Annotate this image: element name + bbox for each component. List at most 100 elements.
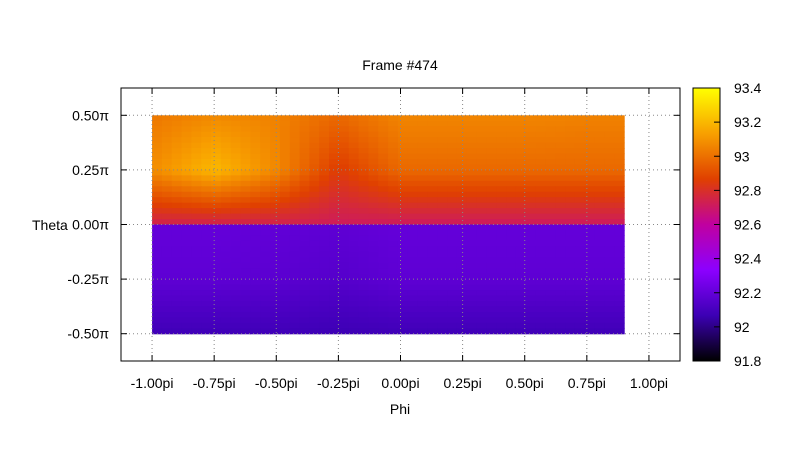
- heatmap-cell: [279, 317, 291, 324]
- heatmap-cell: [565, 317, 576, 324]
- heatmap-cell: [299, 262, 310, 269]
- heatmap-cell: [407, 175, 419, 182]
- heatmap-cell: [270, 300, 281, 307]
- heatmap-cell: [515, 131, 527, 138]
- heatmap-cell: [289, 202, 301, 209]
- heatmap-cell: [417, 295, 429, 302]
- heatmap-cell: [565, 120, 576, 127]
- heatmap-cell: [427, 158, 438, 166]
- heatmap-cell: [397, 169, 409, 176]
- heatmap-cell: [250, 153, 261, 160]
- heatmap-cell: [515, 175, 527, 182]
- heatmap-cell: [545, 246, 556, 253]
- heatmap-cell: [250, 120, 261, 127]
- heatmap-cell: [388, 148, 399, 155]
- heatmap-cell: [378, 246, 389, 253]
- heatmap-cell: [476, 148, 488, 155]
- heatmap-cell: [358, 268, 369, 275]
- heatmap-cell: [506, 246, 517, 253]
- heatmap-cell: [486, 219, 497, 226]
- heatmap-cell: [594, 235, 606, 242]
- heatmap-cell: [250, 148, 261, 155]
- heatmap-cell: [161, 126, 173, 133]
- heatmap-cell: [378, 153, 389, 160]
- heatmap-cell: [201, 257, 212, 264]
- heatmap-cell: [358, 311, 369, 318]
- heatmap-cell: [191, 295, 202, 302]
- heatmap-cell: [161, 191, 173, 198]
- heatmap-cell: [486, 197, 497, 204]
- heatmap-cell: [240, 180, 251, 187]
- heatmap-cell: [476, 164, 488, 171]
- heatmap-cell: [584, 175, 596, 182]
- heatmap-cell: [417, 208, 429, 215]
- heatmap-cell: [309, 197, 320, 204]
- heatmap-cell: [309, 246, 320, 253]
- heatmap-cell: [161, 268, 173, 275]
- heatmap-cell: [230, 257, 242, 264]
- heatmap-cell: [496, 306, 507, 313]
- heatmap-cell: [506, 268, 517, 275]
- x-tick-label: 0.25pi: [444, 375, 482, 391]
- heatmap-cell: [348, 208, 360, 215]
- heatmap-cell: [191, 148, 202, 155]
- heatmap-cell: [417, 142, 429, 149]
- heatmap-cell: [506, 311, 517, 318]
- heatmap-cell: [496, 197, 507, 204]
- heatmap-cell: [368, 279, 379, 286]
- heatmap-cell: [152, 131, 163, 138]
- heatmap-cell: [348, 311, 360, 318]
- heatmap-cell: [437, 186, 448, 193]
- heatmap-cell: [594, 322, 606, 329]
- heatmap-cell: [152, 213, 163, 220]
- heatmap-cell: [319, 284, 330, 291]
- heatmap-cell: [309, 208, 320, 215]
- heatmap-cell: [338, 153, 350, 160]
- heatmap-cell: [555, 295, 566, 302]
- heatmap-cell: [348, 213, 360, 220]
- heatmap-cell: [486, 169, 497, 176]
- heatmap-cell: [309, 300, 320, 307]
- heatmap-cell: [417, 311, 429, 318]
- heatmap-cell: [191, 158, 202, 166]
- heatmap-cell: [230, 213, 242, 220]
- heatmap-cell: [604, 229, 615, 237]
- heatmap-cell: [545, 169, 556, 176]
- heatmap-cell: [289, 300, 301, 307]
- heatmap-cell: [250, 229, 261, 237]
- heatmap-cell: [506, 191, 517, 198]
- heatmap-cell: [476, 126, 488, 133]
- heatmap-cell: [240, 290, 251, 297]
- heatmap-cell: [545, 202, 556, 209]
- heatmap-cell: [309, 295, 320, 302]
- heatmap-cell: [417, 257, 429, 264]
- heatmap-cell: [535, 251, 547, 258]
- heatmap-cell: [358, 142, 369, 149]
- heatmap-cell: [515, 148, 527, 155]
- heatmap-cell: [270, 328, 281, 335]
- heatmap-cell: [329, 300, 340, 307]
- heatmap-cell: [191, 164, 202, 171]
- heatmap-cell: [152, 197, 163, 204]
- heatmap-cell: [604, 273, 615, 280]
- heatmap-cell: [447, 279, 458, 286]
- heatmap-cell: [181, 142, 192, 149]
- heatmap-cell: [201, 142, 212, 149]
- heatmap-cell: [486, 306, 497, 313]
- heatmap-cell: [240, 306, 251, 313]
- heatmap-cell: [594, 197, 606, 204]
- heatmap-cell: [476, 208, 488, 215]
- heatmap-cell: [397, 279, 409, 286]
- heatmap-cell: [545, 137, 556, 144]
- heatmap-cell: [584, 191, 596, 198]
- heatmap-cell: [289, 153, 301, 160]
- heatmap-cell: [270, 158, 281, 166]
- heatmap-cell: [525, 208, 537, 215]
- heatmap-cell: [338, 191, 350, 198]
- heatmap-cell: [240, 213, 251, 220]
- heatmap-cell: [525, 224, 537, 231]
- heatmap-cell: [535, 115, 547, 122]
- heatmap-cell: [309, 191, 320, 198]
- heatmap-cell: [368, 240, 379, 247]
- heatmap-cell: [584, 257, 596, 264]
